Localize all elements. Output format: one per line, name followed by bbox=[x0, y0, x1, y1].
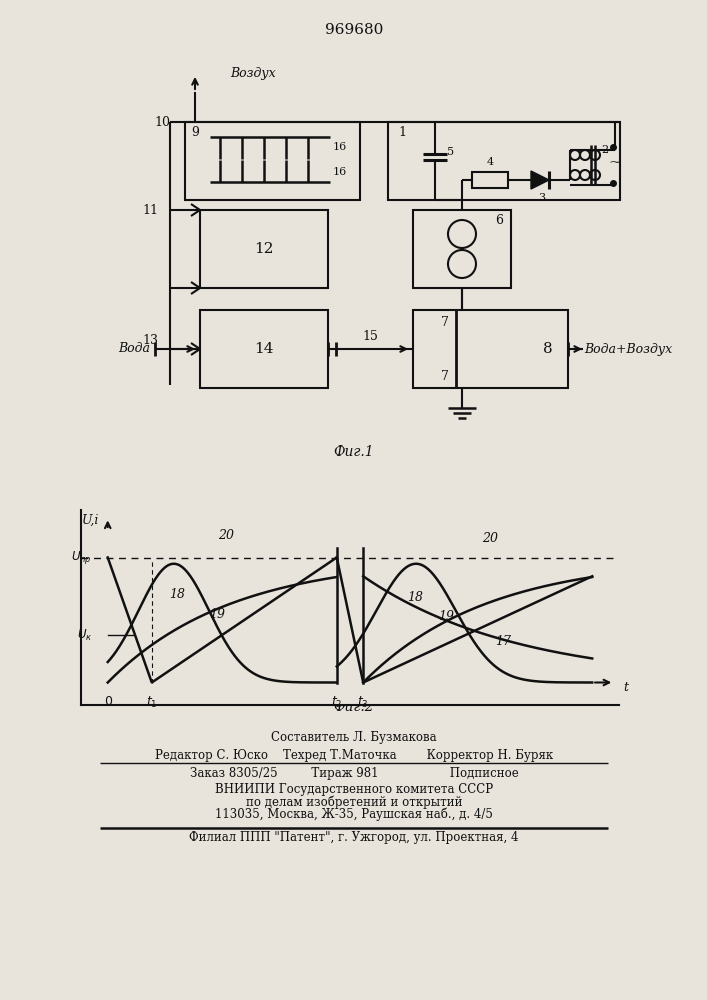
Text: 20: 20 bbox=[218, 529, 234, 542]
Text: 18: 18 bbox=[170, 587, 185, 600]
Text: $t_1$: $t_1$ bbox=[146, 695, 158, 710]
Text: 11: 11 bbox=[142, 204, 158, 217]
Bar bbox=[413, 210, 511, 288]
Text: $U_{к}$: $U_{к}$ bbox=[77, 627, 93, 643]
Text: 17: 17 bbox=[496, 635, 511, 648]
Text: 10: 10 bbox=[154, 115, 170, 128]
Text: 7: 7 bbox=[441, 316, 449, 328]
Text: 8: 8 bbox=[543, 342, 553, 356]
Text: 1: 1 bbox=[398, 125, 406, 138]
Text: 113035, Москва, Ж-35, Раушская наб., д. 4/5: 113035, Москва, Ж-35, Раушская наб., д. … bbox=[215, 807, 493, 821]
Text: 16: 16 bbox=[333, 142, 347, 152]
Text: 5: 5 bbox=[448, 147, 455, 157]
Bar bbox=[200, 210, 328, 288]
Text: Воздух: Воздух bbox=[230, 68, 276, 81]
Text: ВНИИПИ Государственного комитета СССР: ВНИИПИ Государственного комитета СССР bbox=[215, 782, 493, 796]
Bar bbox=[388, 122, 620, 200]
Text: 3: 3 bbox=[539, 193, 546, 203]
Text: 13: 13 bbox=[142, 334, 158, 347]
Polygon shape bbox=[531, 171, 549, 189]
Text: $t_2$: $t_2$ bbox=[331, 695, 342, 710]
Bar bbox=[413, 310, 568, 388]
Text: Фиг.2: Фиг.2 bbox=[334, 700, 374, 714]
Text: 18: 18 bbox=[407, 591, 423, 604]
Text: 969680: 969680 bbox=[325, 23, 383, 37]
Text: $U_{пр}$: $U_{пр}$ bbox=[71, 549, 93, 566]
Text: 16: 16 bbox=[333, 167, 347, 177]
Text: 6: 6 bbox=[495, 214, 503, 227]
Text: по делам изобретений и открытий: по делам изобретений и открытий bbox=[246, 795, 462, 809]
Text: 2: 2 bbox=[602, 145, 609, 155]
Text: U,i: U,i bbox=[81, 514, 99, 526]
Bar bbox=[472, 172, 508, 188]
Text: Филиал ППП "Патент", г. Ужгород, ул. Проектная, 4: Филиал ППП "Патент", г. Ужгород, ул. Про… bbox=[189, 832, 519, 844]
Text: t: t bbox=[623, 681, 628, 694]
Text: 9: 9 bbox=[191, 125, 199, 138]
Bar bbox=[200, 310, 328, 388]
Text: Редактор С. Юско    Техред Т.Маточка        Корректор Н. Буряк: Редактор С. Юско Техред Т.Маточка Коррек… bbox=[155, 750, 553, 762]
Text: 15: 15 bbox=[362, 330, 378, 344]
Bar bbox=[185, 122, 360, 200]
Text: Фиг.1: Фиг.1 bbox=[334, 445, 374, 459]
Text: ~: ~ bbox=[609, 156, 621, 170]
Text: 20: 20 bbox=[482, 532, 498, 546]
Text: Вода: Вода bbox=[118, 342, 150, 356]
Text: 19: 19 bbox=[438, 610, 454, 623]
Text: 19: 19 bbox=[209, 607, 225, 620]
Text: 4: 4 bbox=[486, 157, 493, 167]
Text: 0: 0 bbox=[104, 695, 112, 708]
Text: 12: 12 bbox=[255, 242, 274, 256]
Text: 14: 14 bbox=[255, 342, 274, 356]
Text: Вода+Воздух: Вода+Воздух bbox=[584, 342, 672, 356]
Text: Составитель Л. Бузмакова: Составитель Л. Бузмакова bbox=[271, 732, 437, 744]
Text: 7: 7 bbox=[441, 369, 449, 382]
Text: Заказ 8305/25         Тираж 981                   Подписное: Заказ 8305/25 Тираж 981 Подписное bbox=[189, 768, 518, 780]
Text: $t_3$: $t_3$ bbox=[357, 695, 369, 710]
